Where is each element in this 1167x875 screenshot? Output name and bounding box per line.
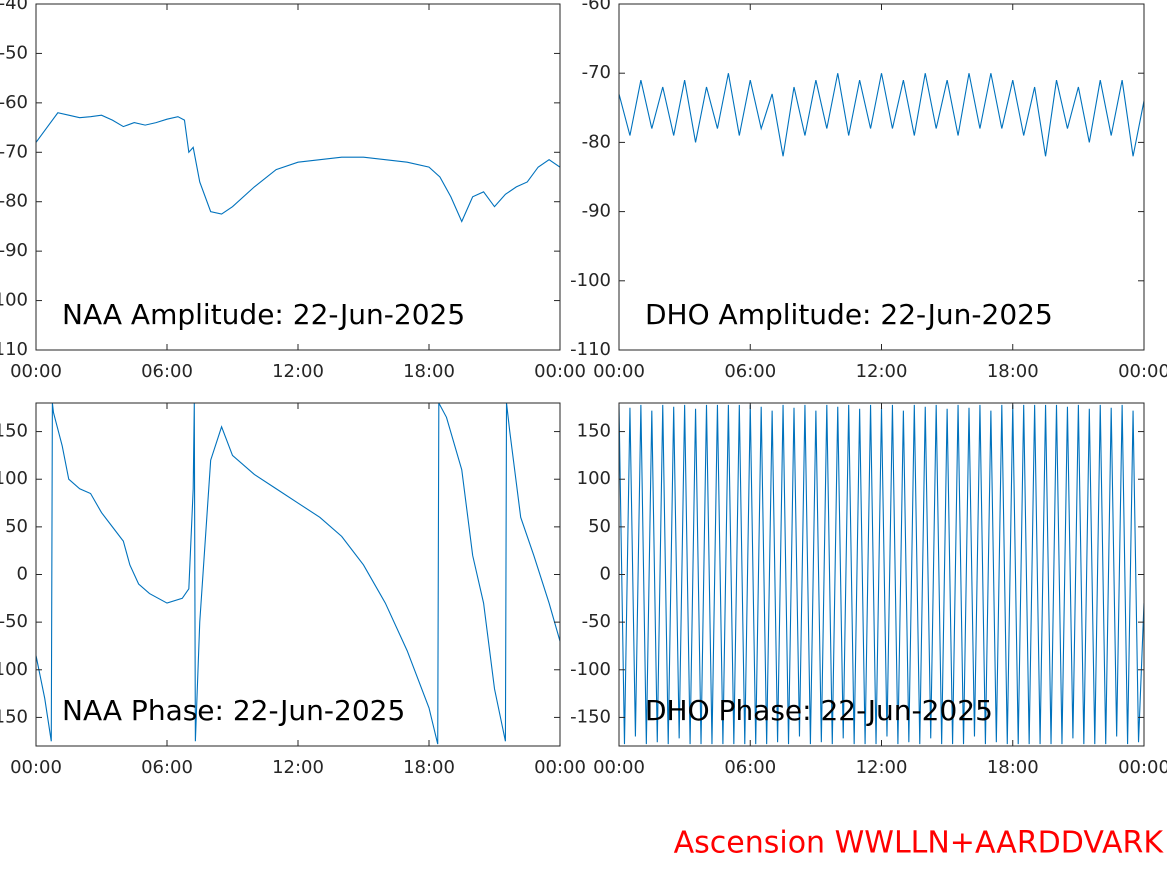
x-tick-label: 00:00	[534, 757, 586, 778]
y-tick-label: -110	[570, 339, 611, 360]
x-tick-label: 06:00	[141, 757, 193, 778]
axes-frame	[618, 402, 1145, 747]
x-tick-label: 00:00	[1118, 757, 1167, 778]
chart-title: NAA Phase: 22-Jun-2025	[62, 694, 405, 727]
y-tick-label: -60	[0, 92, 28, 113]
y-tick-label: 50	[5, 516, 28, 537]
axes-frame	[35, 402, 561, 747]
axes-frame	[618, 3, 1145, 351]
x-tick-label: 06:00	[141, 361, 193, 382]
y-tick-label: -80	[582, 131, 611, 152]
axes-frame	[35, 3, 561, 351]
y-tick-label: 0	[17, 564, 28, 585]
axes-background	[36, 4, 560, 350]
y-tick-label: -60	[582, 0, 611, 14]
data-line	[619, 73, 1144, 157]
y-tick-label: -100	[0, 290, 28, 311]
y-tick-label: -70	[0, 141, 28, 162]
y-tick-label: -50	[0, 611, 28, 632]
data-line	[36, 403, 560, 745]
y-tick-label: -40	[0, 0, 28, 14]
x-tick-label: 00:00	[534, 361, 586, 382]
x-tick-label: 18:00	[403, 757, 455, 778]
chart-title: DHO Amplitude: 22-Jun-2025	[645, 298, 1053, 331]
x-tick-label: 12:00	[272, 757, 324, 778]
x-tick-label: 00:00	[593, 361, 645, 382]
x-tick-label: 18:00	[403, 361, 455, 382]
y-tick-label: -70	[582, 62, 611, 83]
axes-background	[619, 4, 1144, 350]
y-tick-label: 100	[0, 468, 28, 489]
y-tick-label: -90	[582, 201, 611, 222]
axes-background	[619, 403, 1144, 746]
y-tick-label: -50	[0, 42, 28, 63]
chart-title: NAA Amplitude: 22-Jun-2025	[62, 298, 465, 331]
y-tick-label: -150	[570, 706, 611, 727]
y-tick-label: -90	[0, 240, 28, 261]
y-tick-label: -100	[570, 659, 611, 680]
x-tick-label: 12:00	[856, 757, 908, 778]
y-tick-label: 0	[600, 564, 611, 585]
data-line	[36, 112, 560, 223]
x-tick-label: 00:00	[593, 757, 645, 778]
x-tick-label: 06:00	[724, 361, 776, 382]
y-tick-label: -100	[0, 659, 28, 680]
y-tick-label: 150	[577, 421, 611, 442]
footer: Ascension WWLLN+AARDDVARK	[674, 826, 1165, 861]
x-tick-label: 12:00	[856, 361, 908, 382]
x-tick-label: 06:00	[724, 757, 776, 778]
x-tick-label: 00:00	[10, 757, 62, 778]
y-tick-label: 50	[588, 516, 611, 537]
chart-title: DHO Phase: 22-Jun-2025	[645, 694, 993, 727]
y-tick-label: 150	[0, 421, 28, 442]
x-tick-label: 18:00	[987, 757, 1039, 778]
y-tick-label: -150	[0, 706, 28, 727]
axes-background	[36, 403, 560, 746]
y-tick-label: -80	[0, 191, 28, 212]
y-tick-label: -50	[582, 611, 611, 632]
y-tick-label: -110	[0, 339, 28, 360]
y-tick-label: -100	[570, 270, 611, 291]
x-tick-label: 12:00	[272, 361, 324, 382]
x-tick-label: 18:00	[987, 361, 1039, 382]
x-tick-label: 00:00	[1118, 361, 1167, 382]
x-tick-label: 00:00	[10, 361, 62, 382]
y-tick-label: 100	[577, 468, 611, 489]
